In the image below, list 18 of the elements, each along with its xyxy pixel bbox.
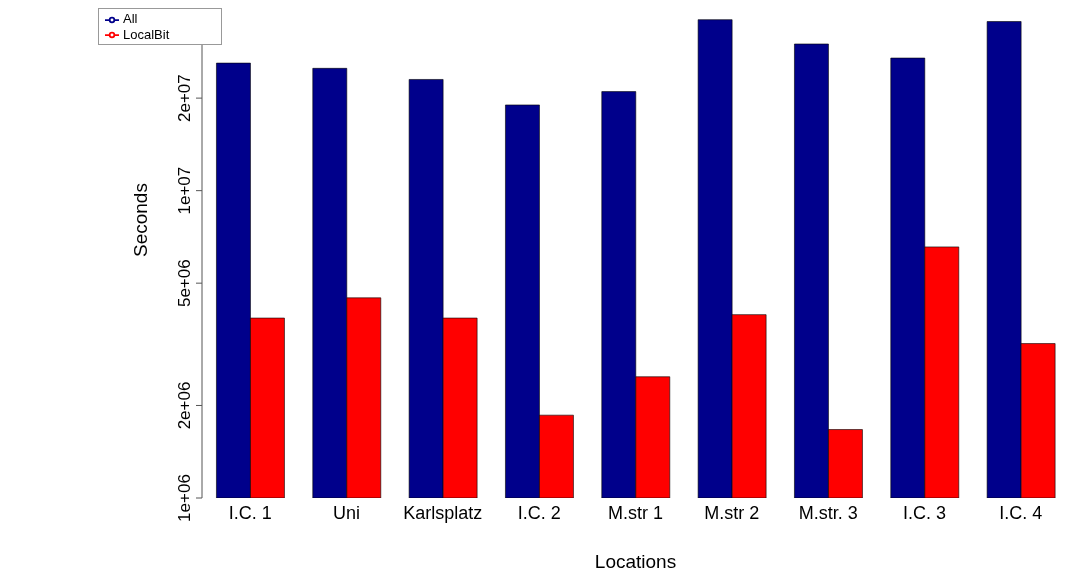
y-tick-label: 2e+07: [175, 74, 194, 122]
x-tick-label: Karlsplatz: [403, 502, 483, 523]
x-tick-label: I.C. 2: [517, 502, 561, 523]
x-tick-label: M.str. 3: [798, 502, 858, 523]
x-tick-label: I.C. 1: [228, 502, 272, 523]
x-tick-label: I.C. 3: [902, 502, 947, 523]
x-tick-label: M.str 1: [607, 502, 664, 523]
x-tick-label: M.str 2: [704, 502, 760, 523]
y-tick-label: 1e+06: [175, 474, 194, 522]
x-tick-label: I.C. 4: [999, 502, 1043, 523]
x-axis-title: Locations: [594, 551, 677, 572]
x-tick-label: Uni: [332, 502, 361, 523]
legend-label: All: [123, 11, 138, 26]
y-tick-label: 1e+07: [175, 166, 194, 215]
y-axis-title: Seconds: [129, 183, 151, 257]
y-tick-label: 5e+06: [175, 259, 194, 308]
legend-label: LocalBit: [123, 26, 170, 42]
y-tick-label: 2e+06: [175, 381, 194, 430]
